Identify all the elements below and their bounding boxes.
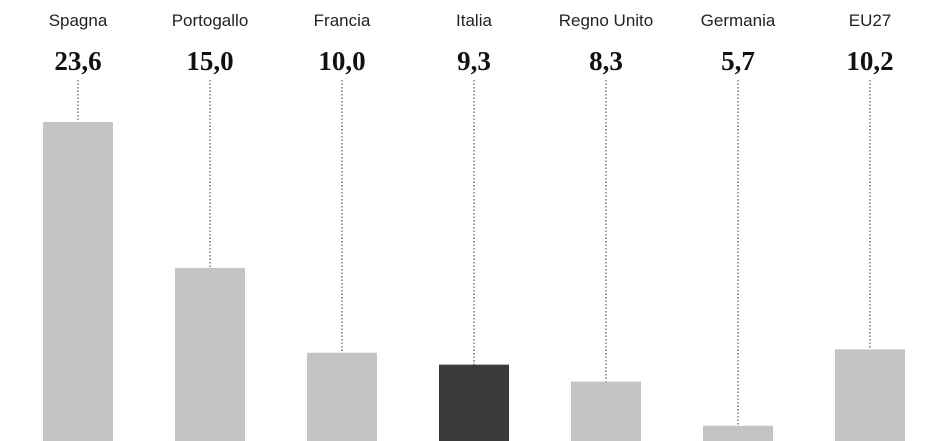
bars [43, 122, 905, 441]
bar-francia [307, 352, 377, 441]
category-label-germania: Germania [701, 11, 776, 30]
value-label-francia: 10,0 [318, 46, 365, 76]
value-label-italia: 9,3 [457, 46, 491, 76]
value-labels: 23,6 15,0 10,0 9,3 8,3 5,7 10,2 [54, 46, 893, 76]
leader-lines [77, 80, 871, 426]
category-label-regno-unito: Regno Unito [559, 11, 654, 30]
value-label-spagna: 23,6 [54, 46, 101, 76]
category-label-francia: Francia [314, 11, 371, 30]
category-labels: Spagna Portogallo Francia Italia Regno Unito… [49, 11, 892, 30]
bar-spagna [43, 122, 113, 441]
bar-italia [439, 364, 509, 441]
value-label-portogallo: 15,0 [186, 46, 233, 76]
bar-regno-unito [571, 381, 641, 441]
value-label-eu27: 10,2 [846, 46, 893, 76]
category-label-portogallo: Portogallo [172, 11, 249, 30]
value-label-regno-unito: 8,3 [589, 46, 623, 76]
category-label-italia: Italia [456, 11, 492, 30]
category-label-eu27: EU27 [849, 11, 892, 30]
bar-portogallo [175, 267, 245, 441]
bar-eu27 [835, 349, 905, 441]
bar-germania [703, 425, 773, 441]
category-label-spagna: Spagna [49, 11, 108, 30]
value-label-germania: 5,7 [721, 46, 755, 76]
